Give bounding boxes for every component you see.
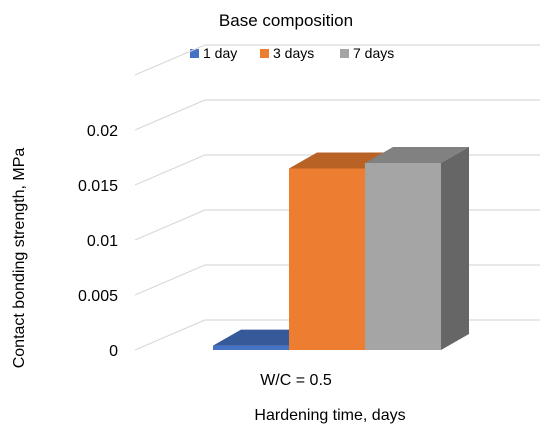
bar-front xyxy=(289,168,365,350)
bar-front xyxy=(365,163,441,350)
bar-front xyxy=(213,345,289,350)
legend-swatch xyxy=(260,49,269,58)
gridline xyxy=(134,99,540,131)
chart-title: Base composition xyxy=(219,11,353,30)
y-tick-label: 0 xyxy=(109,343,118,360)
legend-swatch xyxy=(190,49,199,58)
y-tick-label: 0.015 xyxy=(78,178,118,195)
bars xyxy=(213,147,469,350)
legend-label: 1 day xyxy=(203,45,237,61)
legend-label: 3 days xyxy=(273,45,314,61)
y-tick-label: 0.005 xyxy=(78,288,118,305)
bar-7-days xyxy=(365,147,469,350)
y-axis-title: Contact bonding strength, MPa xyxy=(11,148,28,369)
y-tick-label: 0.01 xyxy=(87,233,118,250)
x-axis-title: Hardening time, days xyxy=(254,407,405,424)
bar-top xyxy=(365,147,469,163)
category-label: W/C = 0.5 xyxy=(260,372,332,389)
y-ticks: 0 0.005 0.01 0.015 0.02 xyxy=(78,123,118,360)
y-tick-label: 0.02 xyxy=(87,123,118,140)
legend: 1 day 3 days 7 days xyxy=(190,45,394,61)
gridline xyxy=(134,44,540,76)
bar-side xyxy=(441,147,469,350)
legend-swatch xyxy=(340,49,349,58)
legend-label: 7 days xyxy=(353,45,394,61)
